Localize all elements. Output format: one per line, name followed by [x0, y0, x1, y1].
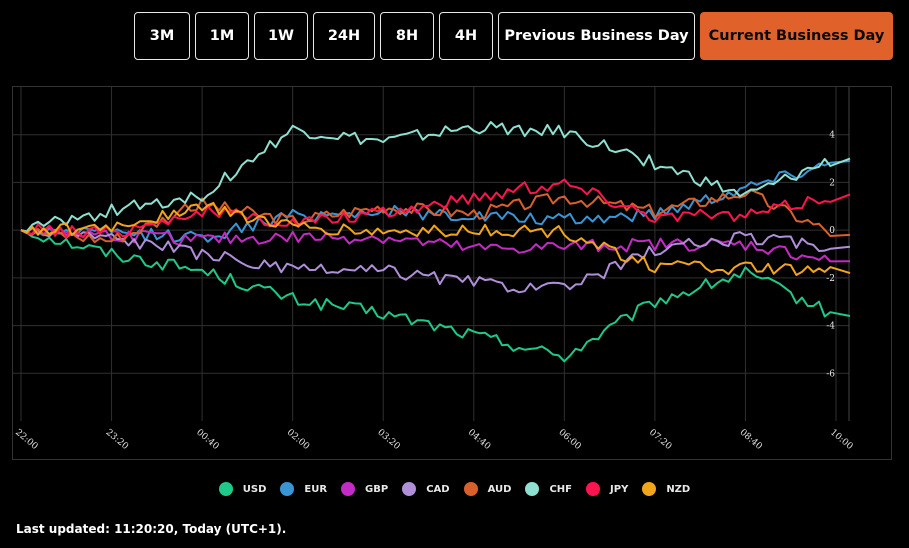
chart-legend: USD EUR GBP CAD AUD CHF JPY NZD: [0, 482, 909, 496]
legend-swatch: [463, 482, 478, 496]
range-button-previous-business-day[interactable]: Previous Business Day: [498, 12, 695, 60]
range-button-1w[interactable]: 1W: [254, 12, 308, 60]
legend-swatch: [218, 482, 233, 496]
x-tick-label: 04:40: [466, 428, 493, 453]
legend-item-gbp[interactable]: GBP: [341, 482, 388, 496]
series-line-nzd[interactable]: [20, 201, 851, 276]
range-button-current-business-day[interactable]: Current Business Day: [700, 12, 893, 60]
series-line-usd[interactable]: [20, 229, 851, 363]
x-tick-label: 00:40: [194, 428, 221, 453]
last-updated-text: Last updated: 11:20:20, Today (UTC+1).: [16, 522, 287, 536]
legend-label: EUR: [304, 483, 328, 495]
legend-swatch: [642, 482, 657, 496]
legend-item-cad[interactable]: CAD: [402, 482, 450, 496]
series-line-jpy[interactable]: [20, 178, 851, 239]
x-tick-label: 10:00: [828, 428, 855, 453]
legend-item-eur[interactable]: EUR: [280, 482, 327, 496]
legend-label: CHF: [549, 483, 573, 495]
range-button-4h[interactable]: 4H: [439, 12, 493, 60]
x-tick-label: 22:00: [13, 428, 40, 453]
legend-item-nzd[interactable]: NZD: [642, 482, 690, 496]
legend-label: JPY: [610, 483, 629, 495]
y-tick-label: 0: [829, 226, 835, 236]
y-tick-label: 4: [829, 131, 835, 141]
legend-label: NZD: [666, 483, 691, 495]
legend-item-usd[interactable]: USD: [218, 482, 267, 496]
x-tick-label: 06:00: [556, 428, 583, 453]
series-line-aud[interactable]: [20, 189, 851, 244]
legend-swatch: [525, 482, 540, 496]
range-button-3m[interactable]: 3M: [134, 12, 190, 60]
legend-item-aud[interactable]: AUD: [463, 482, 512, 496]
series-line-cad[interactable]: [20, 227, 851, 294]
legend-swatch: [402, 482, 417, 496]
chart-container: -6 -4 -2 0 2 4 22:00 23:20 00:40 02:00 03:20 04:40…: [12, 86, 892, 460]
x-tick-label: 08:40: [738, 428, 765, 453]
x-tick-label: 03:20: [375, 428, 402, 453]
x-tick-label: 07:20: [647, 428, 674, 453]
legend-swatch: [280, 482, 295, 496]
legend-swatch: [586, 482, 601, 496]
series-line-chf[interactable]: [20, 121, 851, 233]
legend-label: GBP: [365, 483, 389, 495]
range-button-1m[interactable]: 1M: [195, 12, 249, 60]
series-line-eur[interactable]: [20, 160, 851, 243]
line-chart: -6 -4 -2 0 2 4 22:00 23:20 00:40 02:00 03:20 04:40…: [13, 87, 855, 453]
y-tick-label: -6: [826, 369, 835, 379]
x-tick-label: 23:20: [104, 428, 131, 453]
range-button-8h[interactable]: 8H: [380, 12, 434, 60]
y-tick-label: -2: [826, 274, 835, 284]
legend-label: AUD: [487, 483, 512, 495]
legend-label: USD: [242, 483, 267, 495]
range-button-24h[interactable]: 24H: [313, 12, 375, 60]
x-tick-label: 02:00: [285, 428, 312, 453]
range-selector: 3M 1M 1W 24H 8H 4H Previous Business Day…: [134, 12, 893, 60]
y-tick-label: -4: [826, 322, 835, 332]
legend-item-jpy[interactable]: JPY: [586, 482, 628, 496]
legend-label: CAD: [426, 483, 450, 495]
legend-item-chf[interactable]: CHF: [525, 482, 572, 496]
y-tick-label: 2: [829, 178, 835, 188]
series-line-gbp[interactable]: [20, 224, 851, 263]
legend-swatch: [341, 482, 356, 496]
